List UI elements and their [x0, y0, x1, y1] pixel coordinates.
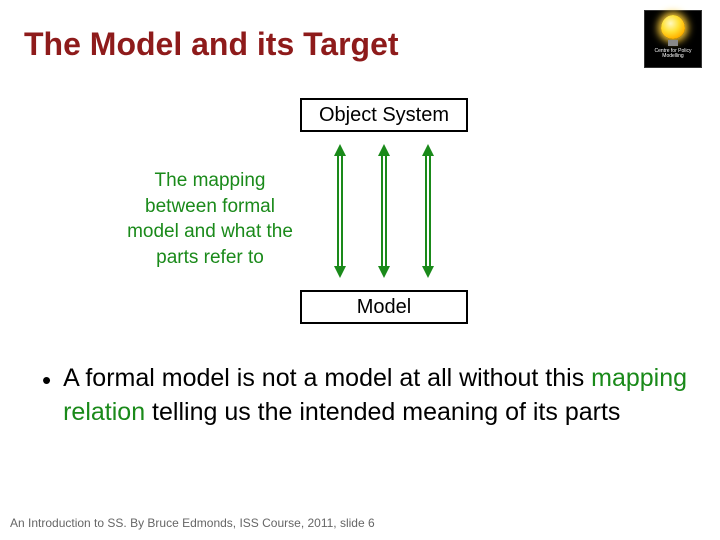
bullet-text: A formal model is not a model at all wit…	[63, 362, 690, 430]
bullet-item: • A formal model is not a model at all w…	[42, 362, 690, 430]
model-box: Model	[300, 290, 468, 324]
bullet-pre: A formal model is not a model at all wit…	[63, 364, 591, 392]
model-label: Model	[357, 296, 411, 319]
lightbulb-base-icon	[668, 40, 678, 46]
slide-footer: An Introduction to SS. By Bruce Edmonds,…	[10, 516, 375, 530]
lightbulb-icon	[661, 15, 685, 39]
logo: Centre for Policy Modelling	[644, 10, 702, 68]
bullet-post: telling us the intended meaning of its p…	[145, 398, 620, 426]
logo-label: Centre for Policy Modelling	[645, 49, 701, 59]
object-system-label: Object System	[319, 104, 449, 127]
slide: The Model and its Target Centre for Poli…	[0, 0, 720, 540]
bullet-marker: •	[42, 366, 51, 395]
slide-title: The Model and its Target	[24, 26, 399, 63]
object-system-box: Object System	[300, 98, 468, 132]
mapping-caption: The mapping between formal model and wha…	[120, 168, 300, 271]
mapping-arrows	[300, 132, 468, 290]
